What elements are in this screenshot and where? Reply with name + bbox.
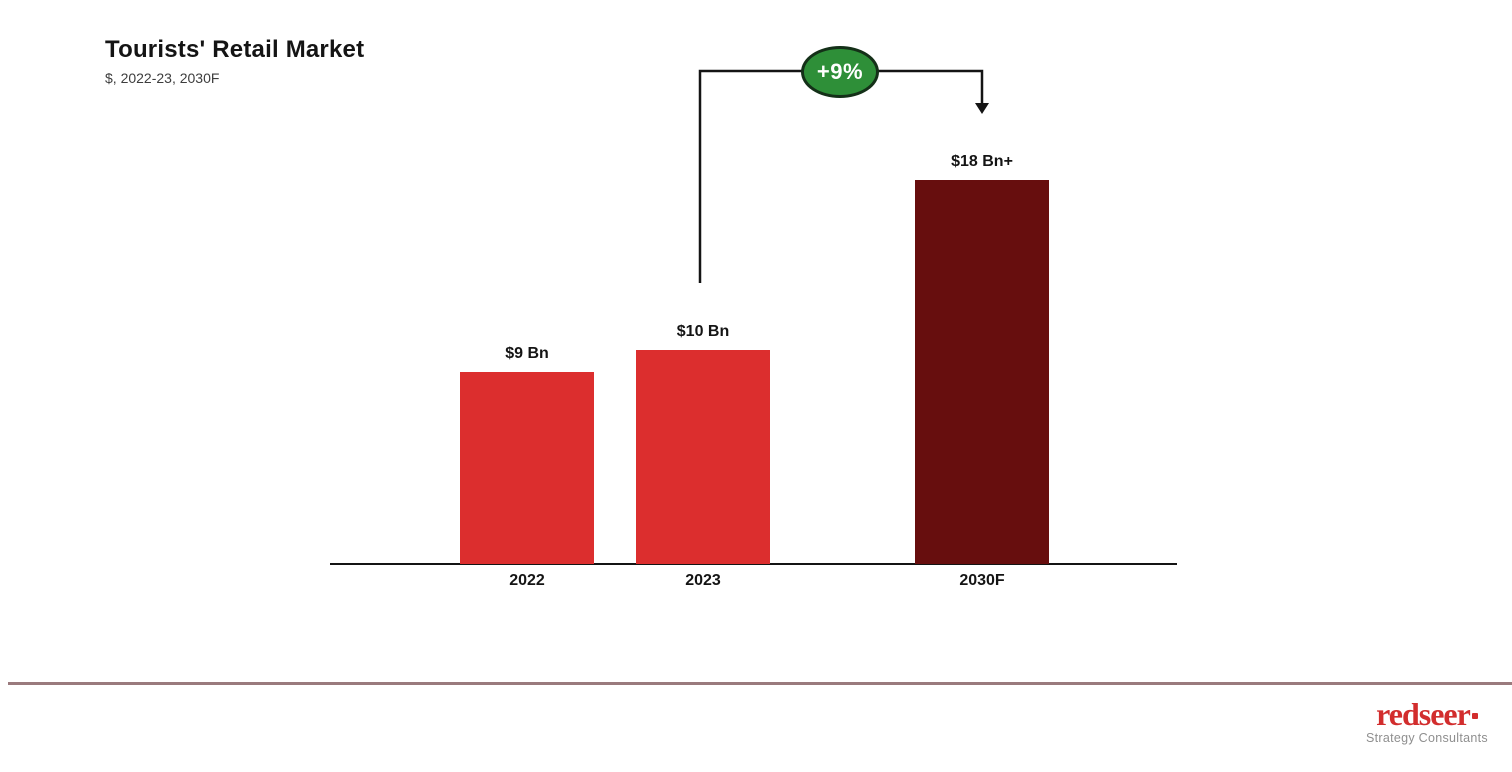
growth-arrow-line bbox=[698, 69, 984, 283]
bar-2022 bbox=[460, 372, 594, 564]
logo-row: redseer bbox=[1366, 698, 1488, 730]
growth-badge: +9% bbox=[801, 46, 879, 98]
chart-title: Tourists' Retail Market bbox=[105, 36, 365, 63]
logo-wordmark: redseer bbox=[1376, 696, 1471, 732]
bar-value-label-2022: $9 Bn bbox=[505, 345, 549, 362]
bar-2030F bbox=[915, 180, 1049, 564]
footer-separator-line bbox=[8, 682, 1512, 685]
redseer-logo: redseer Strategy Consultants bbox=[1366, 698, 1488, 745]
bar-value-label-2023: $10 Bn bbox=[676, 323, 730, 340]
growth-arrow-head-icon bbox=[975, 103, 989, 114]
chart-subtitle: $, 2022-23, 2030F bbox=[105, 70, 220, 86]
x-axis-line bbox=[330, 563, 1177, 565]
bar-value-label-2030F: $18 Bn+ bbox=[951, 153, 1013, 170]
x-axis-label-2023: 2023 bbox=[685, 572, 721, 589]
chart-header: Tourists' Retail Market $, 2022-23, 2030… bbox=[105, 36, 364, 86]
logo-dot-icon bbox=[1471, 712, 1478, 719]
bar-2023 bbox=[636, 350, 770, 564]
growth-badge-label: +9% bbox=[816, 59, 864, 84]
x-axis-label-2030F: 2030F bbox=[959, 572, 1005, 589]
logo-tagline: Strategy Consultants bbox=[1365, 731, 1488, 745]
x-axis-label-2022: 2022 bbox=[509, 572, 545, 589]
